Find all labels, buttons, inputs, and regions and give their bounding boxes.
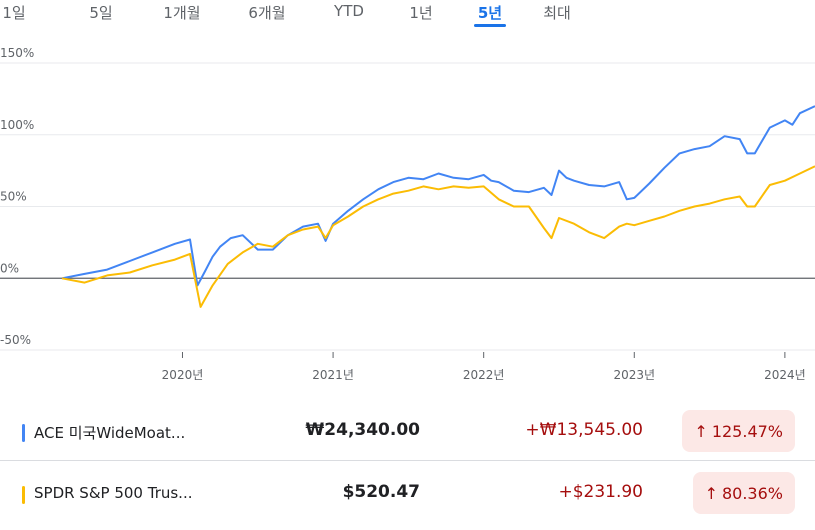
y-axis-ticks: 150% 100% 50% 0% -50% (0, 46, 34, 347)
percent-badge: ↑ 80.36% (692, 472, 795, 514)
holding-change: +₩13,545.00 (525, 420, 643, 440)
percent-badge: ↑ 125.47% (682, 410, 795, 452)
x-axis-ticks: 2020년 2021년 2022년 2023년 2024년 (162, 352, 806, 382)
tab-5y[interactable]: 5년 (477, 4, 503, 22)
y-tick-label: 150% (0, 46, 34, 60)
series-lines (61, 105, 815, 308)
series-color-swatch (22, 486, 25, 504)
x-tick-label: 2023년 (613, 368, 655, 382)
y-tick-label: 50% (0, 190, 27, 204)
series-color-swatch (22, 424, 25, 442)
tab-1y[interactable]: 1년 (409, 4, 433, 22)
tab-5d[interactable]: 5일 (89, 4, 113, 22)
performance-chart: 150%100%50%0%-50% 2020년 2021년 2022년 2023년 20… (0, 46, 815, 382)
holding-row-spdr[interactable]: SPDR S&P 500 Trus... $520.47 +$231.90 ↑ … (0, 472, 815, 530)
time-range-tabs: 1일 5일 1개월 6개월 YTD 1년 5년 최대 (0, 0, 815, 32)
tab-1d[interactable]: 1일 (2, 4, 26, 22)
arrow-up-icon: ↑ (694, 421, 708, 441)
arrow-up-icon: ↑ (704, 483, 718, 503)
series-line-ace (61, 105, 815, 287)
tab-6m[interactable]: 6개월 (248, 4, 286, 22)
x-tick-label: 2022년 (463, 368, 505, 382)
x-tick-label: 2020년 (162, 368, 204, 382)
tab-ytd[interactable]: YTD (334, 2, 364, 20)
holding-price: $520.47 (342, 482, 420, 502)
x-tick-label: 2021년 (312, 368, 354, 382)
tab-max[interactable]: 최대 (543, 4, 571, 22)
grid-lines (0, 62, 815, 351)
series-line-spdr (61, 165, 815, 308)
active-tab-underline (474, 24, 506, 27)
y-tick-label: 100% (0, 118, 34, 132)
holding-change: +$231.90 (558, 482, 643, 502)
holding-row-ace[interactable]: ACE 미국WideMoat... ₩24,340.00 +₩13,545.00… (0, 410, 815, 468)
percent-value: 80.36% (721, 483, 783, 503)
percent-value: 125.47% (711, 421, 783, 441)
x-tick-label: 2024년 (764, 368, 806, 382)
row-divider (0, 460, 815, 461)
tab-1m[interactable]: 1개월 (163, 4, 201, 22)
y-tick-label: 0% (0, 261, 19, 275)
holding-name: SPDR S&P 500 Trus... (34, 484, 193, 502)
holding-price: ₩24,340.00 (305, 420, 420, 440)
y-tick-label: -50% (0, 333, 31, 347)
holding-name: ACE 미국WideMoat... (34, 424, 186, 442)
